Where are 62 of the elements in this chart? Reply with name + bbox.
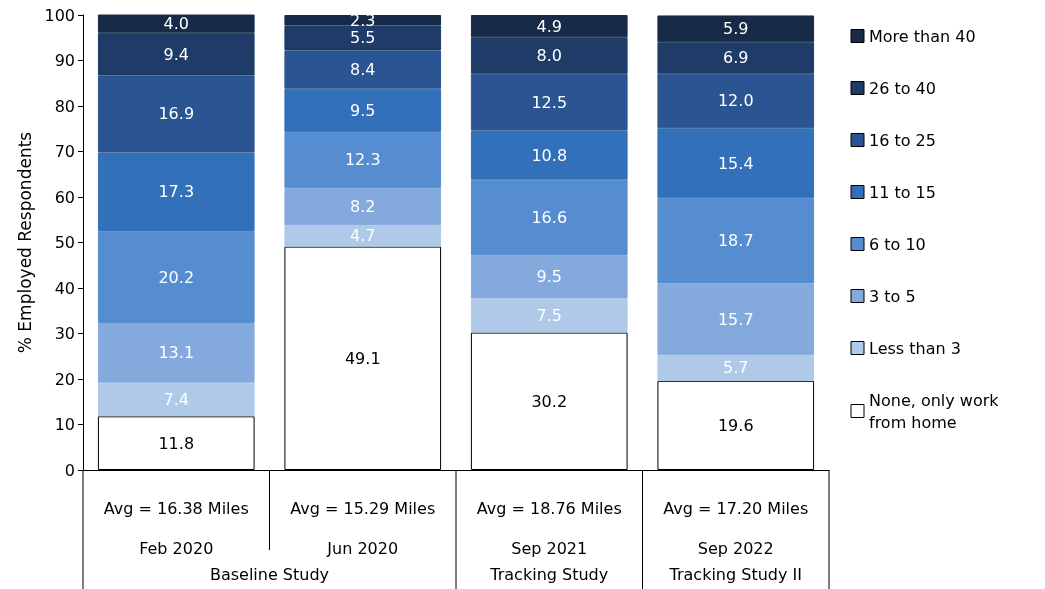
legend-label: 11 to 15 — [869, 182, 936, 202]
y-tick-label: 100 — [44, 5, 75, 25]
data-label: 20.2 — [158, 267, 195, 287]
data-label: 9.4 — [163, 44, 189, 64]
x-tick-label: Sep 2021 — [511, 538, 588, 558]
data-label: 5.5 — [350, 28, 376, 48]
data-label: 12.5 — [531, 92, 568, 112]
y-tick-label: 60 — [54, 187, 75, 207]
y-tick-label: 20 — [54, 369, 75, 389]
y-tick-label: 80 — [54, 96, 75, 116]
y-tick-label: 40 — [54, 278, 75, 298]
data-label: 18.7 — [717, 231, 754, 251]
data-label: 4.9 — [536, 16, 562, 36]
data-label: 15.4 — [717, 153, 754, 173]
text: Avg = 17.20 Miles — [663, 498, 809, 518]
x-tick-label: Feb 2020 — [139, 538, 214, 558]
data-label: 7.4 — [163, 389, 189, 409]
data-label: 4.7 — [350, 226, 376, 246]
legend-label: 26 to 40 — [869, 78, 936, 98]
y-tick-label: 70 — [54, 142, 75, 161]
y-tick-label: 90 — [54, 51, 75, 70]
y-tick-label: 10 — [54, 415, 75, 434]
data-label: 5.7 — [723, 358, 749, 378]
text: Avg = 16.38 Miles — [103, 498, 249, 518]
text: Tracking Study — [489, 564, 609, 584]
legend-label: 16 to 25 — [869, 130, 936, 150]
text: Tracking Study II — [668, 564, 802, 584]
x-tick-label: Jun 2020 — [326, 538, 399, 558]
y-tick-label: 30 — [54, 324, 75, 343]
x-tick-label: Sep 2022 — [697, 538, 774, 558]
data-label: 16.9 — [158, 104, 195, 124]
text: Baseline Study — [209, 564, 330, 584]
data-label: 5.9 — [723, 19, 749, 39]
text: Avg = 15.29 Miles — [290, 498, 436, 518]
data-label: 8.2 — [350, 197, 376, 217]
legend-label: 3 to 5 — [869, 286, 916, 306]
legend-label: None, only work from home — [869, 390, 1004, 432]
data-label: 12.0 — [717, 91, 754, 111]
data-label: 8.0 — [536, 45, 562, 65]
data-label: 15.7 — [717, 309, 754, 329]
data-label: 16.6 — [531, 207, 568, 227]
legend-label: Less than 3 — [869, 338, 961, 358]
data-label: 9.5 — [536, 267, 562, 287]
data-label: 11.8 — [158, 433, 195, 453]
data-label: 7.5 — [536, 306, 562, 326]
data-label: 19.6 — [717, 415, 754, 435]
data-label: 8.4 — [350, 60, 376, 80]
text: Avg = 18.76 Miles — [476, 498, 622, 518]
data-label: 6.9 — [723, 48, 749, 68]
data-label: 49.1 — [344, 348, 381, 368]
data-label: 17.3 — [158, 182, 195, 202]
y-axis-title: % Employed Respondents — [14, 131, 35, 354]
data-label: 13.1 — [158, 343, 195, 363]
data-label: 9.5 — [350, 100, 376, 120]
y-tick-label: 50 — [54, 233, 75, 252]
legend-label: More than 40 — [869, 26, 976, 46]
data-label: 12.3 — [344, 150, 381, 170]
data-label: 30.2 — [531, 391, 568, 411]
data-label: 4.0 — [163, 14, 189, 34]
legend-label: 6 to 10 — [869, 234, 926, 254]
y-tick-label: 0 — [64, 460, 75, 480]
data-label: 10.8 — [531, 145, 568, 165]
